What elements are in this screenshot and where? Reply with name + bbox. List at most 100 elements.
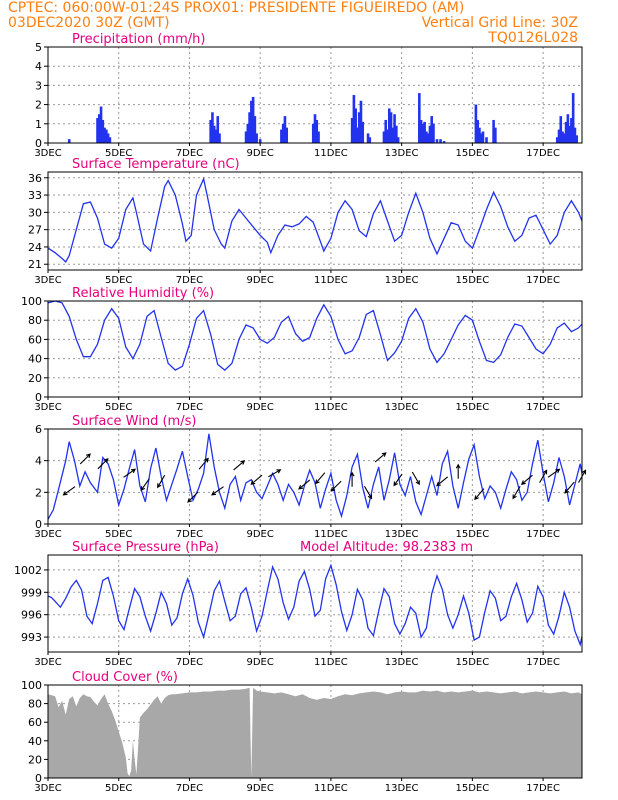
x-tick-label: 9DEC — [246, 529, 273, 540]
panel-frame — [47, 684, 583, 779]
precip-bar — [430, 116, 434, 143]
x-tick-label: 13DEC — [385, 275, 419, 286]
x-tick-label: 13DEC — [385, 657, 419, 668]
x-tick-label: 5DEC — [105, 275, 132, 286]
x-tick-label: 15DEC — [456, 657, 490, 668]
precip-bar — [311, 123, 315, 143]
precip-bar — [359, 100, 363, 143]
y-tick-label: 4 — [35, 455, 42, 468]
x-tick-label: 7DEC — [176, 783, 203, 794]
wind-arrow — [374, 452, 387, 463]
y-tick-label: 1002 — [14, 564, 42, 577]
x-tick-label: 13DEC — [385, 402, 419, 413]
precip-bar — [382, 131, 386, 143]
precip-bar — [442, 141, 446, 143]
y-tick-label: 33 — [28, 189, 42, 202]
header-station-line: CPTEC: 060:00W-01:24S PROX01: PRESIDENTE… — [8, 0, 465, 16]
precip-bar — [428, 125, 432, 143]
precip-bar — [384, 119, 388, 143]
y-tick-label: 30 — [28, 206, 42, 219]
wind-arrow — [315, 472, 326, 485]
y-tick-label: 24 — [28, 241, 42, 254]
x-tick-label: 17DEC — [526, 402, 560, 413]
x-tick-label: 5DEC — [105, 402, 132, 413]
x-tick-label: 7DEC — [176, 275, 203, 286]
precip-bar — [218, 133, 221, 143]
precip-bar — [426, 133, 430, 143]
precip-bar — [285, 127, 289, 143]
wind-arrow — [393, 473, 403, 487]
y-tick-label: 20 — [28, 372, 42, 385]
y-tick-label: 0 — [35, 391, 42, 404]
precip-bar — [474, 104, 478, 143]
precip-bar — [563, 133, 566, 143]
x-tick-label: 15DEC — [456, 402, 490, 413]
panel-title: Relative Humidity (%) — [72, 286, 214, 301]
x-tick-label: 3DEC — [34, 275, 61, 286]
precip-bar — [258, 139, 262, 143]
panel-frame — [47, 46, 583, 144]
precip-bar — [570, 118, 573, 143]
precip-bar — [366, 133, 370, 143]
precip-bar — [283, 116, 287, 143]
y-tick-label: 3 — [35, 79, 42, 92]
wind-arrow — [211, 486, 224, 496]
x-tick-label: 11DEC — [314, 657, 348, 668]
x-tick-label: 7DEC — [176, 402, 203, 413]
wind-arrow — [157, 474, 166, 489]
precip-bar — [492, 119, 495, 143]
precip-bar — [354, 108, 357, 143]
precip-bar — [361, 121, 365, 143]
y-tick-label: 20 — [28, 753, 42, 766]
precip-bar — [97, 114, 101, 143]
wind-arrow — [547, 468, 561, 478]
precip-bar — [216, 116, 220, 143]
precip-bar — [317, 131, 320, 143]
precip-bar — [67, 139, 71, 143]
precip-bar — [573, 127, 577, 143]
wind-arrow — [512, 486, 521, 500]
wind-arrow — [298, 479, 311, 490]
precip-bar — [315, 119, 319, 143]
x-tick-label: 5DEC — [105, 148, 132, 159]
wind-arrow — [455, 463, 461, 479]
x-tick-label: 13DEC — [385, 783, 419, 794]
precip-bar — [395, 125, 398, 143]
y-tick-label: 996 — [21, 609, 42, 622]
y-tick-label: 36 — [28, 172, 42, 185]
precip-bar — [280, 129, 283, 143]
wind-arrow — [187, 491, 199, 503]
x-tick-label: 7DEC — [176, 148, 203, 159]
x-tick-label: 17DEC — [526, 657, 560, 668]
wind-arrow — [123, 468, 137, 478]
x-tick-label: 3DEC — [34, 148, 61, 159]
y-tick-label: 0 — [35, 137, 42, 150]
series-line — [48, 301, 582, 371]
y-tick-label: 0 — [35, 518, 42, 531]
panel-title: Cloud Cover (%) — [72, 670, 178, 685]
precip-bar — [251, 96, 255, 143]
precip-bar — [555, 137, 559, 143]
precip-bar — [96, 118, 99, 143]
panel-title: Precipitation (mm/h) — [72, 32, 205, 47]
panel-frame — [47, 428, 583, 525]
series-line — [48, 176, 582, 263]
y-tick-label: 2 — [35, 486, 42, 499]
precip-bar — [105, 129, 108, 143]
precip-bar — [439, 139, 442, 143]
precip-bar — [478, 127, 481, 143]
precip-bar — [246, 123, 250, 143]
precip-bar — [481, 131, 485, 143]
y-tick-label: 4 — [35, 60, 42, 73]
header: CPTEC: 060:00W-01:24S PROX01: PRESIDENTE… — [0, 0, 618, 48]
panel-5: 0 20 40 60 80 100 3DEC 5DEC 7DEC 9DEC 11DEC 13DEC 15… — [21, 670, 583, 794]
panel-title: Surface Wind (m/s) — [72, 414, 196, 429]
precip-bar — [393, 114, 396, 143]
wind-arrow — [474, 488, 485, 501]
precip-bar — [350, 118, 354, 143]
panel-0: 0 1 2 3 4 5 3DEC 5DEC 7DEC 9DEC 11DEC 13DEC 15DEC 17D… — [34, 32, 583, 159]
y-tick-label: 1 — [35, 118, 42, 131]
precip-bar — [352, 95, 356, 143]
precip-bar — [108, 137, 112, 143]
panel-1: 21 24 27 30 33 36 3DEC 5DEC 7DEC 9DEC 11DEC 13DEC 15… — [28, 157, 583, 286]
